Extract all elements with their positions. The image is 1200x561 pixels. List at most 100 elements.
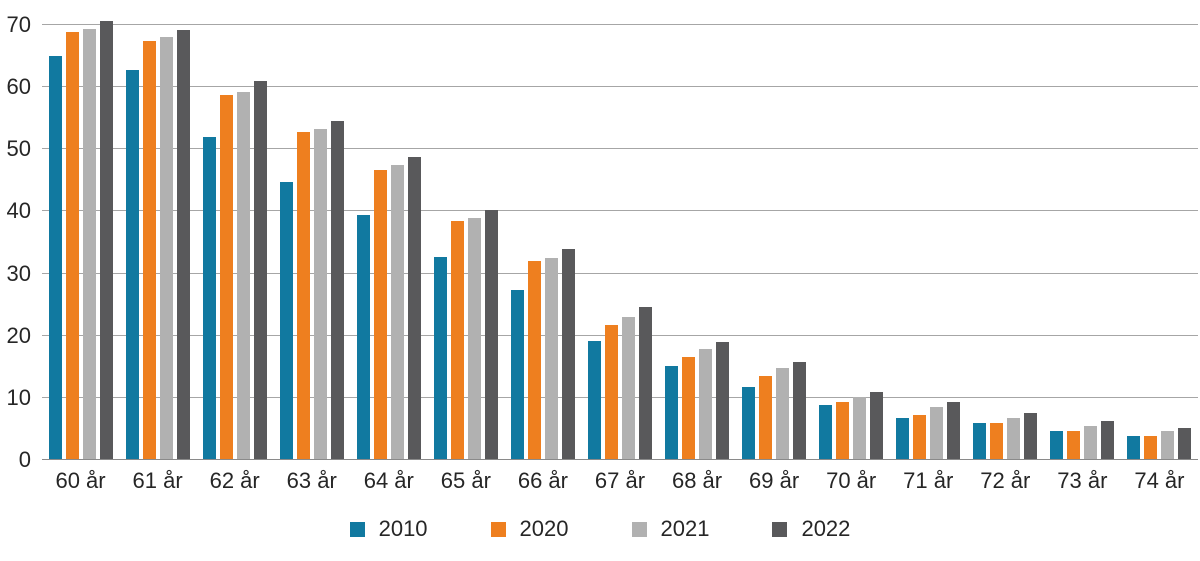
bar-2022-68-år — [716, 341, 730, 460]
bar-2020-62-år — [219, 94, 233, 460]
bar-2021-68-år — [699, 349, 713, 460]
gridline-70 — [42, 24, 1198, 25]
bar-2020-65-år — [450, 220, 464, 460]
bar-2020-60-år — [65, 31, 79, 460]
legend-item-2020: 2020 — [490, 516, 569, 542]
x-tick-label-64-år: 64 år — [363, 468, 414, 493]
bar-group-68-år — [659, 25, 736, 460]
x-tick-label-61-år: 61 år — [132, 468, 183, 493]
bar-group-72-år — [967, 25, 1044, 460]
bar-2020-63-år — [296, 131, 310, 460]
bar-2020-67-år — [604, 325, 618, 460]
bar-2020-69-år — [759, 376, 773, 460]
bar-2010-65-år — [433, 257, 447, 460]
gridline-10 — [42, 396, 1198, 398]
bar-2010-72-år — [973, 423, 987, 460]
bar-groups — [42, 21, 1198, 460]
y-tick-label-30: 30 — [6, 260, 31, 286]
bar-group-60-år — [42, 21, 119, 460]
legend-label-2021: 2021 — [660, 516, 710, 541]
bar-group-71-år — [890, 25, 967, 460]
bar-2020-71-år — [913, 415, 927, 460]
bar-2022-63-år — [330, 121, 344, 460]
bar-2021-71-år — [930, 407, 944, 460]
bar-2022-61-år — [176, 29, 190, 460]
bar-group-66-år — [504, 25, 581, 460]
y-tick-label-60: 60 — [6, 74, 31, 100]
bar-2020-66-år — [527, 260, 541, 460]
bar-2022-60-år — [99, 21, 113, 460]
x-tick-label-66-år: 66 år — [517, 468, 568, 493]
bar-group-67-år — [581, 25, 658, 460]
bar-2010-61-år — [125, 69, 139, 460]
bar-2010-68-år — [665, 365, 679, 460]
y-tick-label-70: 70 — [6, 12, 31, 37]
bar-2010-71-år — [896, 418, 910, 460]
bar-2010-64-år — [356, 215, 370, 460]
y-tick-label-40: 40 — [6, 198, 31, 224]
x-tick-label-73-år: 73 år — [1057, 468, 1108, 493]
plot-area — [42, 21, 1198, 460]
y-tick-label-10: 10 — [6, 384, 31, 410]
legend-swatch-2020 — [490, 521, 506, 537]
bar-2021-63-år — [313, 129, 327, 460]
x-tick-label-69-år: 69 år — [749, 468, 800, 493]
bar-2022-67-år — [638, 306, 652, 460]
bar-2021-73-år — [1084, 425, 1098, 460]
bar-group-62-år — [196, 25, 273, 460]
legend-swatch-2010 — [349, 521, 365, 537]
x-tick-label-70-år: 70 år — [826, 468, 877, 493]
y-axis: 0 10 20 30 40 50 60 70 — [0, 14, 31, 471]
bar-2010-69-år — [742, 386, 756, 460]
bar-2022-64-år — [407, 156, 421, 460]
bar-2022-69-år — [793, 362, 807, 460]
legend: 2010 2020 2021 2022 — [0, 516, 1200, 542]
bar-group-73-år — [1044, 25, 1121, 460]
gridline-40 — [42, 210, 1198, 212]
bar-2021-65-år — [467, 218, 481, 460]
legend-label-2010: 2010 — [378, 516, 428, 541]
x-tick-label-67-år: 67 år — [594, 468, 646, 493]
x-tick-label-65-år: 65 år — [440, 468, 491, 493]
bar-group-74-år — [1121, 25, 1198, 460]
bar-2020-73-år — [1067, 430, 1081, 460]
y-tick-label-20: 20 — [6, 322, 31, 348]
bar-2022-74-år — [1178, 428, 1192, 460]
bar-2022-72-år — [1024, 413, 1038, 460]
x-tick-label-68-år: 68 år — [671, 468, 723, 493]
legend-swatch-2021 — [631, 521, 647, 537]
bar-2021-60-år — [82, 29, 96, 460]
bar-2010-67-år — [587, 341, 601, 460]
bar-2021-64-år — [390, 164, 404, 460]
bar-2020-64-år — [373, 170, 387, 460]
x-tick-label-74-år: 74 år — [1134, 468, 1185, 493]
gridline-30 — [42, 272, 1198, 274]
bar-2021-67-år — [621, 317, 635, 460]
legend-item-2010: 2010 — [349, 516, 428, 542]
gridline-50 — [42, 148, 1198, 150]
bar-2020-74-år — [1144, 436, 1158, 460]
bar-2020-70-år — [836, 402, 850, 460]
bar-2021-69-år — [776, 368, 790, 460]
bar-2022-70-år — [870, 392, 884, 460]
bar-group-64-år — [350, 25, 427, 460]
bar-2022-62-år — [253, 80, 267, 460]
bar-2010-73-år — [1050, 431, 1064, 460]
bar-2022-73-år — [1101, 420, 1115, 460]
bar-2021-70-år — [853, 397, 867, 460]
legend-item-2021: 2021 — [631, 516, 710, 542]
x-axis-line — [42, 459, 1198, 460]
x-tick-label-72-år: 72 år — [980, 468, 1031, 493]
x-tick-label-63-år: 63 år — [286, 468, 337, 493]
bar-2021-74-år — [1161, 430, 1175, 460]
y-tick-label-50: 50 — [6, 136, 31, 162]
legend-swatch-2022 — [772, 521, 788, 537]
bar-2020-72-år — [990, 422, 1004, 460]
x-tick-label-62-år: 62 år — [209, 468, 260, 493]
bar-2010-62-år — [202, 136, 216, 460]
bar-group-70-år — [813, 25, 890, 460]
x-tick-label-60-år: 60 år — [55, 468, 106, 493]
bar-2010-66-år — [510, 289, 524, 460]
bar-2020-68-år — [682, 356, 696, 460]
bar-2021-61-år — [159, 37, 173, 460]
